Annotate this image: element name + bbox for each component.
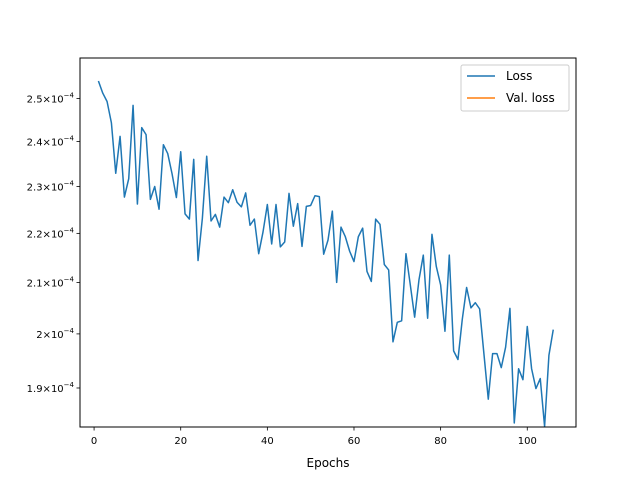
y-tick-label: 2.3×10−4: [27, 179, 75, 193]
x-axis-label: Epochs: [307, 456, 350, 470]
y-axis: 1.9×10−4 2×10−4 2.1×10−4 2.2×10−4 2.3×10−4 2.…: [27, 92, 80, 395]
y-tick-label: 2×10−4: [36, 327, 74, 341]
series-line-0: [97, 80, 554, 428]
series-layer: [97, 80, 554, 428]
x-tick-label: 0: [91, 436, 97, 447]
x-tick-label: 40: [261, 436, 274, 447]
y-tick-label: 2.2×10−4: [27, 226, 75, 240]
x-tick-label: 100: [518, 436, 537, 447]
y-tick-label: 2.1×10−4: [27, 275, 75, 289]
legend-label-0: Loss: [506, 69, 532, 83]
x-tick-label: 20: [174, 436, 187, 447]
plot-frame: [79, 57, 577, 428]
x-tick-label: 60: [348, 436, 361, 447]
x-tick-label: 80: [434, 436, 447, 447]
y-tick-label: 1.9×10−4: [27, 381, 75, 395]
y-tick-label: 2.4×10−4: [27, 135, 75, 149]
y-tick-label: 2.5×10−4: [27, 92, 75, 106]
legend-label-1: Val. loss: [506, 91, 555, 105]
legend: Loss Val. loss: [460, 64, 570, 112]
x-axis: 0 20 40 60 80 100: [91, 427, 537, 447]
